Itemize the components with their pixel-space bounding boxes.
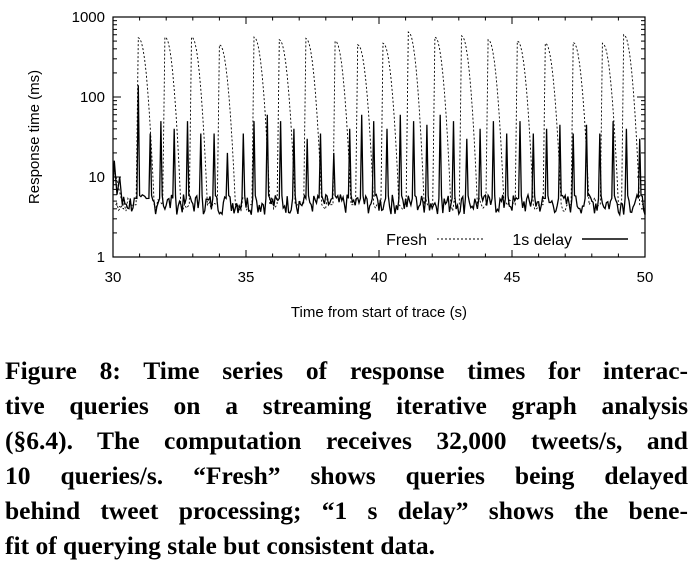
y-axis-label: Response time (ms) — [26, 70, 43, 204]
x-tick-label: 50 — [637, 269, 654, 286]
legend-label-fresh: Fresh — [386, 232, 427, 249]
y-tick-label: 10 — [88, 169, 105, 186]
figure-caption: Figure 8: Time series of response times … — [5, 353, 688, 563]
response-time-chart: 30 35 40 45 50 1 10 100 1000 Time from start of… — [26, 9, 654, 321]
x-tick-label: 45 — [504, 269, 521, 286]
series-fresh-line — [112, 31, 646, 213]
x-tick-label: 40 — [371, 269, 388, 286]
y-tick-label: 100 — [80, 89, 105, 106]
y-tick-label: 1 — [97, 249, 105, 266]
x-tick-label: 30 — [105, 269, 122, 286]
delay-path — [112, 85, 646, 217]
y-tick-label: 1000 — [72, 9, 105, 26]
caption-line-2: tive queries on a streaming iterative gr… — [5, 391, 688, 420]
caption-line-4: 10 queries/s. “Fresh” shows queries bein… — [5, 461, 688, 490]
plot-area — [112, 16, 646, 258]
x-axis-label: Time from start of trace (s) — [291, 304, 467, 321]
caption-line-3: (§6.4). The computation receives 32,000 … — [5, 426, 688, 455]
legend: Fresh 1s delay — [386, 232, 628, 249]
fresh-path — [112, 31, 646, 213]
x-axis-ticks: 30 35 40 45 50 — [105, 17, 654, 286]
y-axis-ticks: 1 10 100 1000 — [72, 9, 645, 266]
x-tick-label: 35 — [238, 269, 255, 286]
plot-frame — [112, 16, 646, 258]
caption-line-6: fit of querying stale but consistent dat… — [5, 531, 435, 560]
caption-line-1: Figure 8: Time series of response times … — [5, 356, 688, 385]
caption-line-5: behind tweet processing; “1 s delay” sho… — [5, 496, 688, 525]
legend-label-1s-delay: 1s delay — [512, 232, 572, 249]
series-1s-delay-line — [112, 85, 646, 217]
